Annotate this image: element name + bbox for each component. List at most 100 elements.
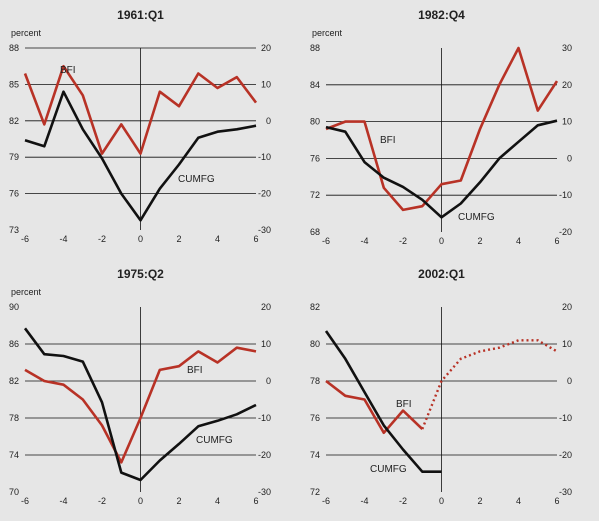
x-tick-label: 6	[554, 236, 559, 246]
x-tick-label: 2	[176, 496, 181, 506]
right-tick-label: 0	[266, 376, 271, 386]
bfi-series-line	[325, 379, 424, 435]
series-label: BFI	[380, 135, 396, 146]
cumfg-series-line	[23, 327, 257, 482]
left-tick-label: 88	[310, 43, 320, 53]
left-tick-label: 80	[310, 117, 320, 127]
x-tick-label: 4	[215, 234, 220, 244]
series-label: CUMFG	[178, 174, 215, 185]
x-tick-label: -6	[21, 496, 29, 506]
right-tick-label: -30	[258, 225, 271, 235]
right-tick-label: -30	[559, 487, 572, 497]
right-tick-label: 0	[567, 376, 572, 386]
right-tick-label: -20	[258, 450, 271, 460]
series-label: CUMFG	[370, 464, 407, 475]
bfi-projected-series-line	[421, 339, 558, 430]
left-tick-label: 80	[310, 339, 320, 349]
panel-title: 1961:Q1	[117, 8, 164, 22]
x-tick-label: 2	[176, 234, 181, 244]
chart-panel-3: 1975:Q2percent707478828690-30-20-1001020…	[9, 267, 271, 506]
x-tick-label: -2	[98, 234, 106, 244]
left-tick-label: 76	[9, 189, 19, 199]
right-tick-label: 10	[562, 117, 572, 127]
left-tick-label: 82	[310, 302, 320, 312]
x-tick-label: -6	[21, 234, 29, 244]
left-tick-label: 68	[310, 227, 320, 237]
series-label: CUMFG	[458, 212, 495, 223]
chart-panel-1: 1961:Q1percent737679828588-30-20-1001020…	[9, 8, 271, 244]
panel-title: 1982:Q4	[418, 8, 465, 22]
left-tick-label: 79	[9, 152, 19, 162]
left-tick-label: 78	[9, 413, 19, 423]
bfi-series-line	[24, 346, 257, 464]
right-tick-label: 10	[261, 339, 271, 349]
right-tick-label: 20	[261, 43, 271, 53]
right-tick-label: -10	[559, 413, 572, 423]
right-tick-label: -20	[559, 227, 572, 237]
unit-label: percent	[312, 28, 343, 38]
x-tick-label: 6	[253, 234, 258, 244]
left-tick-label: 76	[310, 153, 320, 163]
x-tick-label: 4	[516, 236, 521, 246]
right-tick-label: 20	[562, 80, 572, 90]
left-tick-label: 85	[9, 79, 19, 89]
right-tick-label: 10	[562, 339, 572, 349]
right-tick-label: 30	[562, 43, 572, 53]
x-tick-label: -2	[399, 236, 407, 246]
x-tick-label: 2	[477, 236, 482, 246]
left-tick-label: 88	[9, 43, 19, 53]
cumfg-series-line	[324, 330, 442, 473]
x-tick-label: 0	[439, 236, 444, 246]
unit-label: percent	[11, 287, 42, 297]
left-tick-label: 70	[9, 487, 19, 497]
panel-title: 2002:Q1	[418, 267, 465, 281]
series-label: BFI	[187, 365, 203, 376]
x-tick-label: -4	[360, 236, 368, 246]
x-tick-label: 4	[215, 496, 220, 506]
left-tick-label: 76	[310, 413, 320, 423]
left-tick-label: 72	[310, 487, 320, 497]
left-tick-label: 84	[310, 80, 320, 90]
left-tick-label: 78	[310, 376, 320, 386]
bfi-series-line	[23, 64, 258, 155]
x-tick-label: 0	[439, 496, 444, 506]
x-tick-label: -6	[322, 236, 330, 246]
series-label: BFI	[396, 399, 412, 410]
left-tick-label: 74	[9, 450, 19, 460]
x-tick-label: -2	[98, 496, 106, 506]
right-tick-label: -20	[258, 189, 271, 199]
right-tick-label: 0	[266, 116, 271, 126]
x-tick-label: -2	[399, 496, 407, 506]
right-tick-label: -10	[559, 190, 572, 200]
left-tick-label: 86	[9, 339, 19, 349]
left-tick-label: 82	[9, 116, 19, 126]
x-tick-label: 2	[477, 496, 482, 506]
right-tick-label: -10	[258, 413, 271, 423]
x-tick-label: -4	[59, 496, 67, 506]
right-tick-label: 10	[261, 79, 271, 89]
chart-panel-2: 1982:Q4percent687276808488-20-100102030-…	[310, 8, 572, 246]
right-tick-label: 20	[562, 302, 572, 312]
left-tick-label: 90	[9, 302, 19, 312]
left-tick-label: 82	[9, 376, 19, 386]
series-label: CUMFG	[196, 435, 233, 446]
right-tick-label: -10	[258, 152, 271, 162]
x-tick-label: 6	[253, 496, 258, 506]
left-tick-label: 73	[9, 225, 19, 235]
x-tick-label: 0	[138, 234, 143, 244]
series-label: BFI	[60, 65, 76, 76]
x-tick-label: -6	[322, 496, 330, 506]
x-tick-label: 6	[554, 496, 559, 506]
x-tick-label: -4	[360, 496, 368, 506]
bfi-series-line	[325, 46, 559, 212]
panel-title: 1975:Q2	[117, 267, 164, 281]
right-tick-label: -30	[258, 487, 271, 497]
right-tick-label: 20	[261, 302, 271, 312]
x-tick-label: 0	[138, 496, 143, 506]
left-tick-label: 74	[310, 450, 320, 460]
cumfg-series-line	[24, 90, 257, 222]
unit-label: percent	[11, 28, 42, 38]
